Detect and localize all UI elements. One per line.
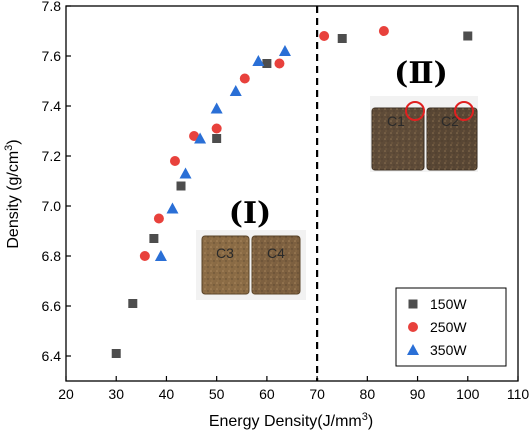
- legend: 150W 250W 350W: [395, 287, 507, 367]
- data-point-250W: [378, 26, 389, 36]
- legend-marker-350W: [407, 344, 419, 355]
- data-point-250W: [139, 251, 150, 261]
- x-tick-label: 100: [456, 386, 480, 402]
- legend-marker-150W: [408, 299, 418, 309]
- data-point-350W: [229, 85, 242, 96]
- x-tick-label: 50: [209, 386, 225, 402]
- y-tick-labels: 6.4 6.6 6.8 7.0 7.2 7.4 7.6 7.8: [42, 0, 62, 364]
- data-point-250W: [169, 156, 180, 166]
- defect-highlight-circle: [454, 101, 474, 121]
- x-tick-label: 40: [159, 386, 175, 402]
- data-point-250W: [153, 213, 164, 224]
- data-point-150W: [212, 134, 222, 143]
- cube-label-c2: C2: [441, 113, 459, 129]
- data-point-250W: [274, 58, 285, 69]
- y-tick-label: 6.6: [42, 298, 62, 314]
- x-axis-label: Energy Density(J/mm3): [209, 411, 373, 430]
- x-tick-labels: 20 30 40 50 60 70 80 90 100 110: [58, 386, 529, 402]
- legend-marker-250W: [408, 322, 418, 332]
- legend-label: 350W: [430, 342, 467, 358]
- cube-label-c4: C4: [267, 245, 285, 261]
- y-tick-label: 7.8: [42, 0, 62, 14]
- x-tick-label: 20: [58, 386, 74, 402]
- y-axis-label: Density (g/cm3): [3, 139, 22, 248]
- data-point-150W: [262, 59, 272, 68]
- data-point-350W: [194, 132, 207, 144]
- plot-frame: [65, 5, 519, 382]
- data-point-350W: [278, 45, 291, 56]
- axis-ticks: [65, 5, 519, 381]
- cube-label-c1: C1: [387, 113, 405, 129]
- y-tick-label: 7.0: [42, 198, 62, 214]
- x-tick-label: 90: [410, 386, 426, 402]
- data-point-150W: [176, 181, 186, 191]
- inset-photo-region-1: C3 C4: [196, 230, 306, 300]
- region-2-label: (Ⅱ): [394, 56, 448, 91]
- y-tick-label: 7.6: [42, 48, 62, 64]
- data-point-250W: [319, 31, 330, 41]
- legend-label: 250W: [430, 319, 467, 335]
- x-tick-label: 30: [108, 386, 124, 402]
- data-point-150W: [463, 31, 473, 41]
- y-tick-label: 6.4: [42, 348, 62, 364]
- defect-highlight-circle: [405, 101, 425, 121]
- data-point-350W: [210, 102, 223, 114]
- data-point-350W: [154, 250, 167, 261]
- data-point-250W: [211, 123, 222, 134]
- inset-photo-region-2: C1 C2: [370, 96, 478, 172]
- data-point-150W: [111, 349, 121, 358]
- x-tick-label: 110: [507, 386, 530, 402]
- x-tick-label: 80: [360, 386, 376, 402]
- y-tick-label: 7.4: [42, 98, 62, 114]
- data-point-150W: [128, 299, 138, 308]
- x-tick-label: 60: [259, 386, 275, 402]
- y-tick-label: 6.8: [42, 248, 62, 264]
- data-point-150W: [149, 234, 159, 243]
- y-tick-label: 7.2: [42, 148, 62, 164]
- region-1-label: (Ⅰ): [229, 196, 271, 231]
- data-point-350W: [179, 167, 192, 179]
- data-point-150W: [337, 34, 347, 43]
- x-tick-label: 70: [309, 386, 325, 402]
- cube-label-c3: C3: [216, 245, 234, 261]
- data-point-250W: [189, 131, 200, 141]
- data-point-350W: [166, 202, 179, 214]
- data-point-250W: [239, 73, 250, 84]
- data-point-350W: [252, 55, 265, 66]
- data-points: [111, 26, 473, 358]
- legend-label: 150W: [430, 296, 467, 312]
